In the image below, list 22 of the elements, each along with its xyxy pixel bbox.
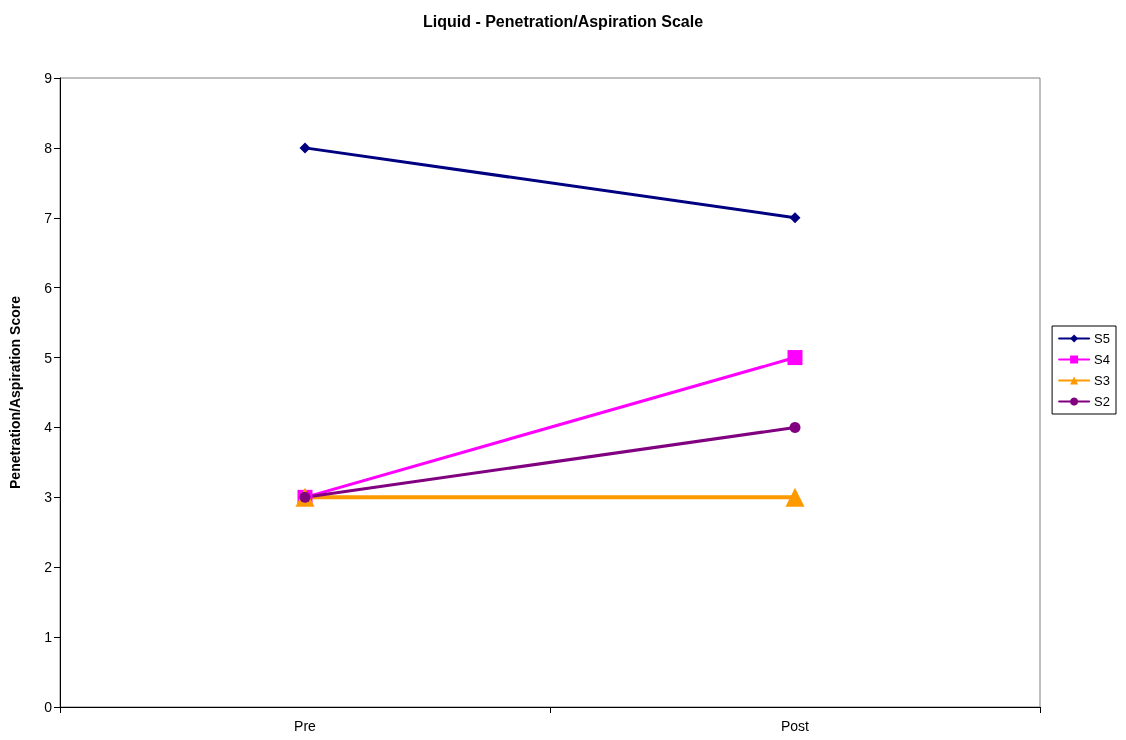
point [299, 142, 311, 154]
point [787, 350, 803, 366]
point [789, 421, 801, 433]
y-tick-label: 7 [44, 209, 53, 226]
y-tick-label: 8 [44, 139, 53, 156]
y-tick-label: 5 [44, 349, 53, 366]
y-tick-label: 9 [44, 70, 53, 86]
point [789, 212, 801, 224]
y-axis-title: Penetration/Aspiration Score [7, 295, 23, 489]
y-tick-label: 0 [44, 699, 53, 715]
legend-label: S4 [1094, 352, 1111, 367]
legend-label: S5 [1094, 331, 1111, 346]
y-tick-label: 2 [44, 559, 53, 576]
y-tick-label: 1 [44, 629, 53, 646]
chart-title: Liquid - Penetration/Aspiration Scale [422, 12, 704, 30]
x-tick-label: Post [780, 718, 810, 734]
y-tick-label: 6 [44, 279, 53, 296]
x-tick-label: Pre [294, 718, 317, 734]
y-tick-label: 4 [44, 419, 53, 436]
legend-label: S2 [1094, 394, 1111, 409]
y-tick-label: 3 [44, 489, 53, 506]
legend-label: S3 [1094, 373, 1111, 388]
